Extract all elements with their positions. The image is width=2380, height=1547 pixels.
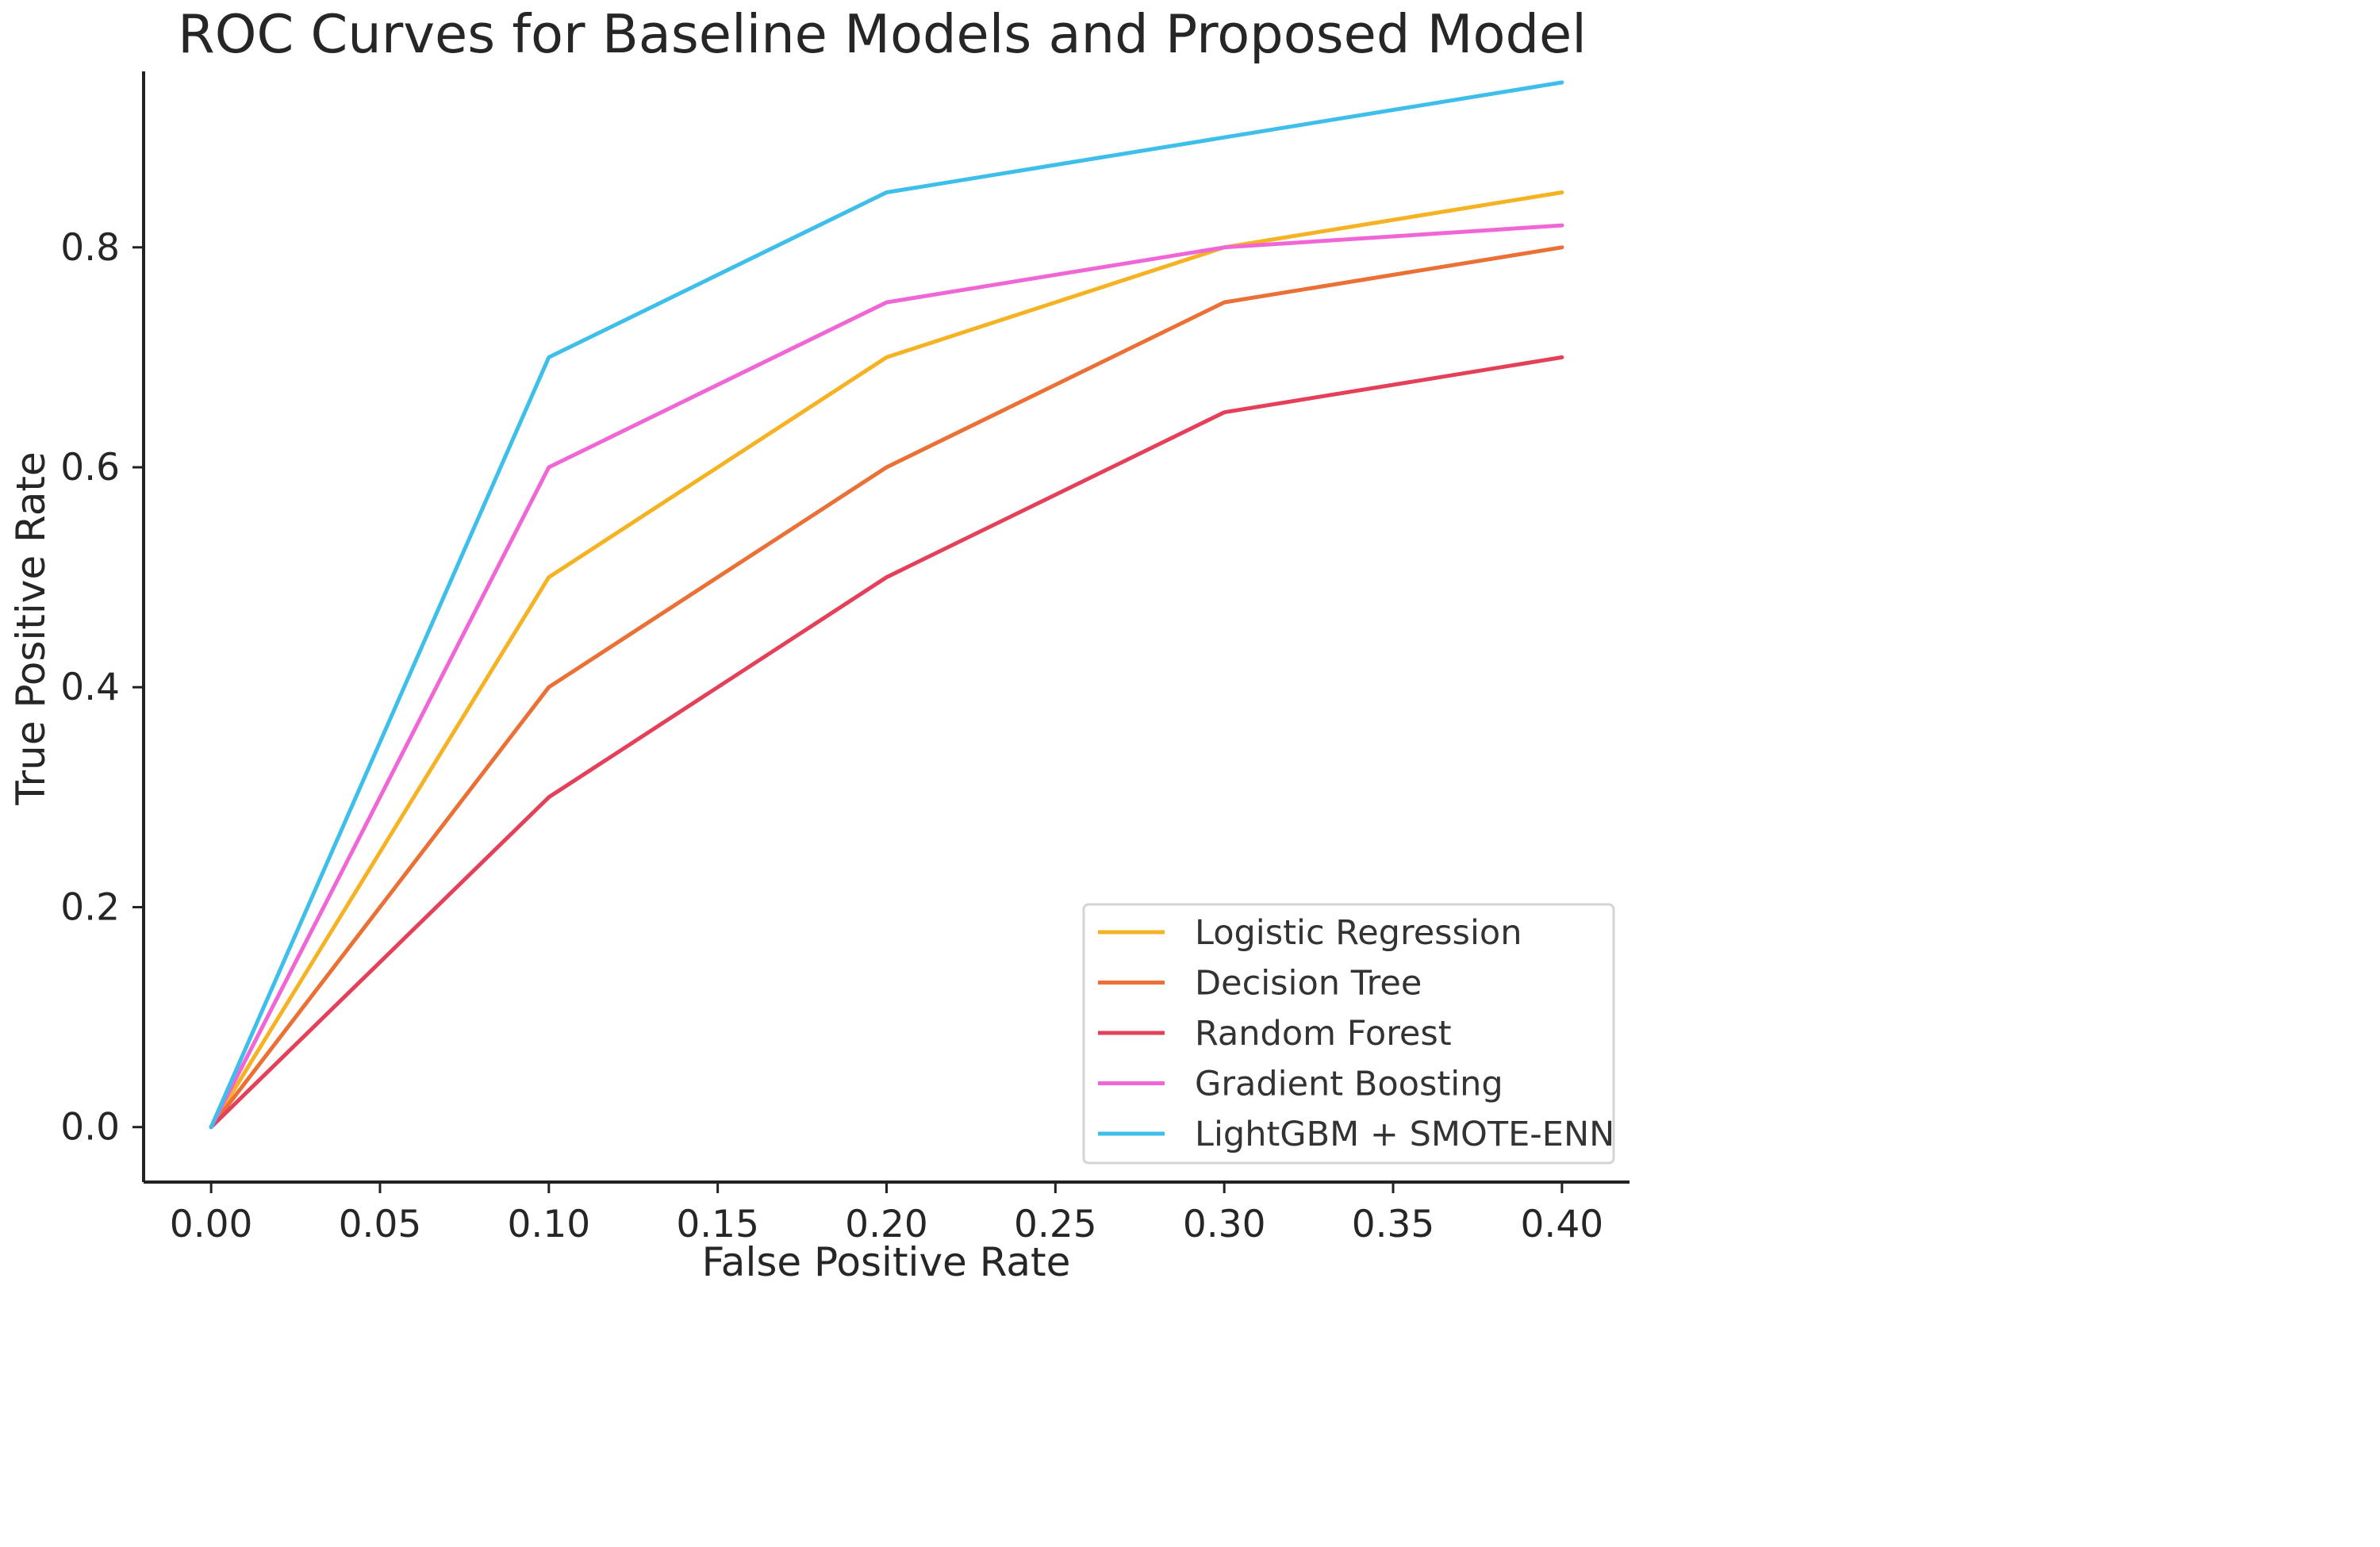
series-line-logistic-regression bbox=[209, 190, 1564, 1130]
y-tick-label: 0.0 bbox=[60, 1106, 120, 1150]
legend-label: Gradient Boosting bbox=[1195, 1065, 1503, 1104]
legend-label: Decision Tree bbox=[1195, 964, 1422, 1004]
y-tick-label: 0.8 bbox=[60, 226, 120, 270]
x-tick-label: 0.05 bbox=[339, 1203, 422, 1246]
series-line-decision-tree bbox=[209, 245, 1564, 1130]
legend: Logistic Regression Decision Tree Random F… bbox=[1082, 903, 1615, 1165]
series-line-gradient-boosting bbox=[209, 223, 1564, 1130]
x-tick-label: 0.20 bbox=[845, 1203, 928, 1246]
chart-title: ROC Curves for Baseline Models and Propo… bbox=[178, 3, 1587, 65]
x-ticks: 0.00 0.05 0.10 0.15 0.20 0.25 0.30 0.35 0.40 bbox=[170, 1182, 1603, 1246]
series-lines bbox=[209, 80, 1564, 1130]
x-tick-label: 0.30 bbox=[1183, 1203, 1266, 1246]
y-tick-label: 0.6 bbox=[60, 446, 120, 489]
y-tick-label: 0.4 bbox=[60, 666, 120, 709]
legend-label: Random Forest bbox=[1195, 1014, 1452, 1054]
x-tick-label: 0.35 bbox=[1352, 1203, 1435, 1246]
legend-label: LightGBM + SMOTE-ENN bbox=[1195, 1115, 1614, 1154]
x-tick-label: 0.00 bbox=[170, 1203, 253, 1246]
x-tick-label: 0.25 bbox=[1014, 1203, 1097, 1246]
legend-label: Logistic Regression bbox=[1195, 913, 1522, 953]
series-line-lightgbm-smote-enn bbox=[209, 80, 1564, 1130]
x-axis-title: False Positive Rate bbox=[702, 1239, 1071, 1285]
y-tick-label: 0.2 bbox=[60, 885, 120, 929]
x-tick-label: 0.15 bbox=[676, 1203, 759, 1246]
legend-box bbox=[1082, 903, 1615, 1165]
series-line-random-forest bbox=[209, 355, 1564, 1130]
x-tick-label: 0.10 bbox=[507, 1203, 590, 1246]
y-axis-title: True Positive Rate bbox=[8, 451, 54, 805]
x-tick-label: 0.40 bbox=[1521, 1203, 1604, 1246]
y-ticks: 0.0 0.2 0.4 0.6 0.8 bbox=[60, 226, 144, 1150]
